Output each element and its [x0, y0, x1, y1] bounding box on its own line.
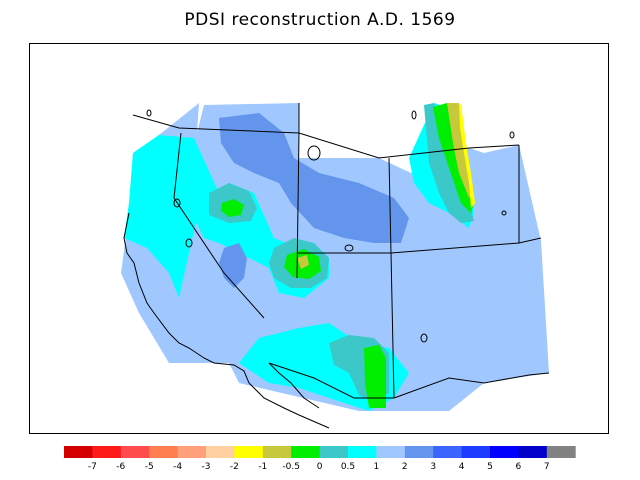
border-northern [132, 114, 520, 159]
pyramid-lake [173, 198, 181, 208]
legend-tick-label: -1 [258, 462, 267, 472]
legend-tick-label: 6 [516, 462, 522, 472]
island-1 [420, 333, 428, 343]
legend-swatch [177, 446, 207, 458]
lake-tahoe [185, 238, 193, 248]
legend-tick-label: -3 [202, 462, 211, 472]
pdsi-field-0-ne [433, 103, 474, 213]
legend-tick-label: -2 [230, 462, 239, 472]
pdsi-field-0-nevada [221, 199, 244, 217]
pacific-coast [123, 212, 250, 384]
lake-powell [344, 244, 354, 252]
state-borders [132, 103, 550, 399]
legend-tick-label: 2 [402, 462, 408, 472]
pdsi-field-2-3-west [219, 243, 247, 288]
legend-swatch [262, 446, 292, 458]
border-az-mexico [268, 362, 394, 399]
color-legend-labels: -7 -6 -5 -4 -3 -2 -1 -0.5 0 0.5 1 2 3 4 5 6 7 [88, 462, 550, 472]
legend-swatch [149, 446, 179, 458]
legend-swatch [64, 446, 93, 458]
gulf-coast [268, 362, 320, 409]
legend-swatch [546, 446, 576, 458]
baja-coast [248, 382, 330, 429]
pdsi-field-neg05-utah [297, 255, 309, 269]
border-ut-co [388, 157, 392, 254]
island-3 [501, 210, 507, 216]
island-5 [146, 109, 152, 117]
legend-tick-label: 0 [317, 462, 323, 472]
legend-swatch [433, 446, 463, 458]
legend-tick-label: -5 [145, 462, 154, 472]
legend-tick-label: -4 [173, 462, 182, 472]
lakes [146, 109, 515, 343]
legend-swatch [404, 446, 434, 458]
border-nm-tx [393, 372, 550, 399]
legend-tick-label: -6 [116, 462, 125, 472]
color-legend-swatches [64, 446, 576, 458]
legend-swatch [490, 446, 519, 458]
pdsi-map [121, 103, 550, 429]
legend-swatch [234, 446, 264, 458]
legend-swatch [120, 446, 150, 458]
legend-tick-label: 5 [487, 462, 493, 472]
border-az-nm [390, 252, 395, 399]
coastline [123, 212, 330, 429]
map-title: PDSI reconstruction A.D. 1569 [184, 10, 456, 30]
legend-tick-label: 4 [459, 462, 465, 472]
legend-swatch [348, 446, 377, 458]
border-ca-nv [173, 132, 265, 319]
legend-swatch [461, 446, 491, 458]
legend-swatch [376, 446, 406, 458]
legend-swatch [92, 446, 122, 458]
pdsi-field-0-az [364, 345, 386, 408]
border-nv-ut [296, 132, 300, 279]
legend-swatch [206, 446, 235, 458]
island-4 [509, 131, 515, 139]
legend-swatch [319, 446, 349, 458]
legend-tick-label: -0.5 [282, 462, 300, 472]
great-salt-lake [307, 145, 321, 161]
legend-tick-label: 0.5 [341, 462, 355, 472]
legend-tick-label: -7 [88, 462, 97, 472]
pdsi-field-1-cyan [124, 135, 219, 298]
pdsi-field-neg05-ne [447, 103, 474, 198]
legend-tick-label: 3 [430, 462, 436, 472]
pdsi-field-neg1-ne [459, 103, 475, 208]
legend-tick-label: 1 [374, 462, 380, 472]
legend-swatch [291, 446, 321, 458]
legend-swatch [518, 446, 548, 458]
island-2 [411, 110, 417, 120]
pdsi-field-2-3-north [219, 113, 409, 243]
legend-tick-label: 7 [544, 462, 550, 472]
